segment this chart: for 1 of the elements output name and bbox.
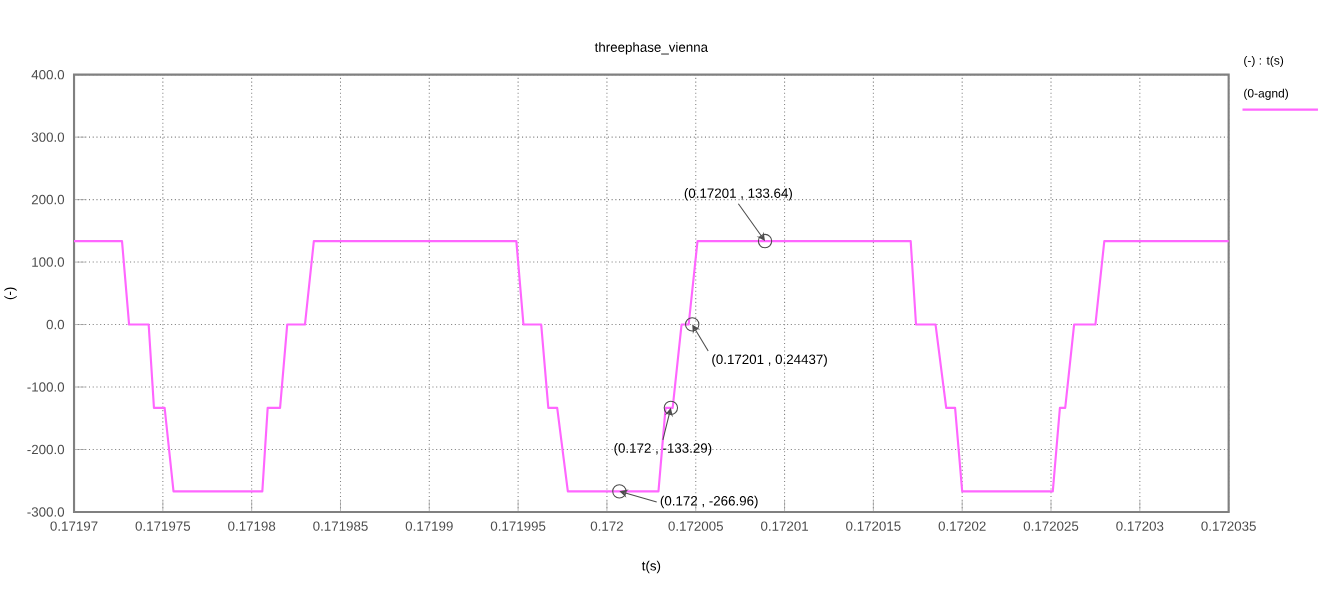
line-series	[72, 240, 1230, 493]
